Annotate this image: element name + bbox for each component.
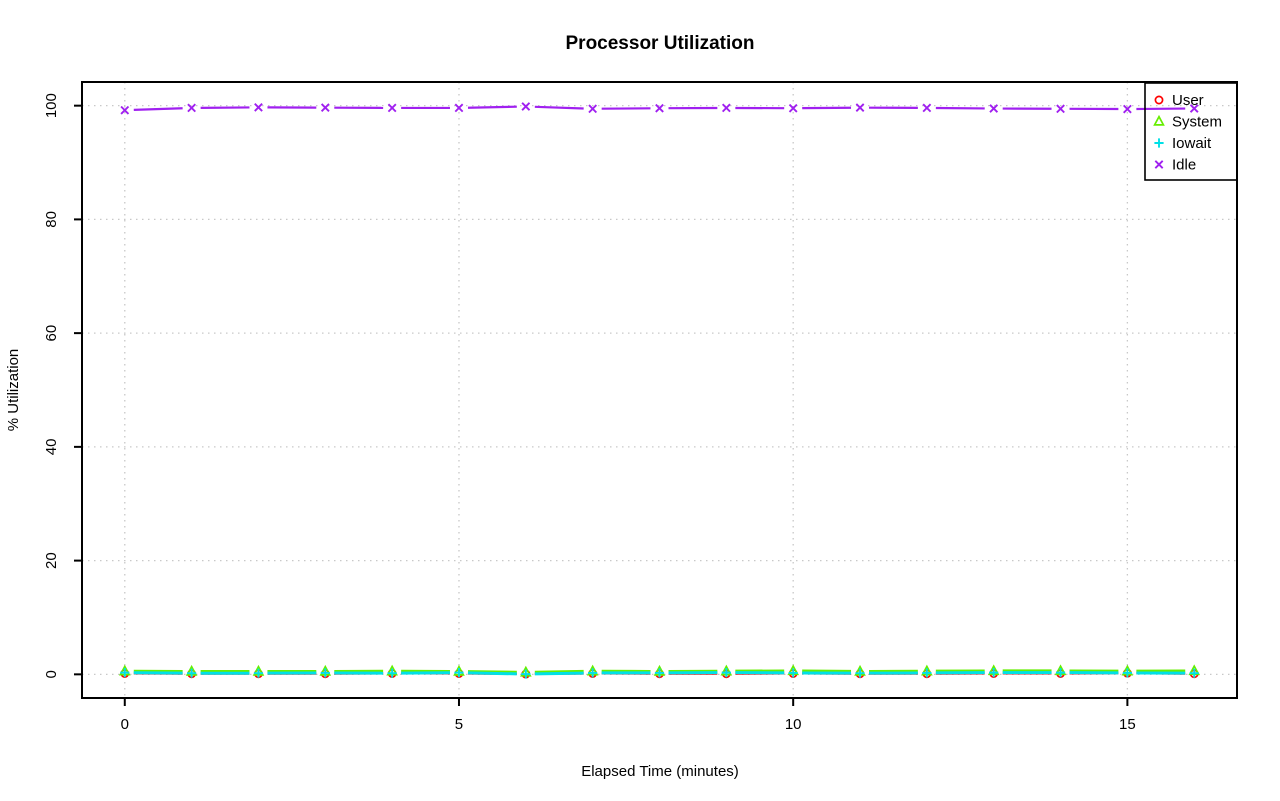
- y-tick-label: 60: [43, 325, 60, 342]
- x-tick-label: 10: [785, 716, 802, 733]
- iowait-marker-plus: [788, 668, 798, 678]
- x-tick-label: 15: [1119, 716, 1136, 733]
- legend-label-user: User: [1172, 92, 1204, 109]
- y-tick-label: 100: [43, 93, 60, 118]
- x-axis-label: Elapsed Time (minutes): [581, 763, 739, 780]
- x-tick-label: 5: [455, 716, 463, 733]
- iowait-marker-plus: [1189, 668, 1199, 678]
- y-axis-label: % Utilization: [5, 349, 22, 432]
- y-tick-label: 80: [43, 211, 60, 228]
- iowait-marker-plus: [855, 668, 865, 678]
- iowait-line-segment: [467, 671, 517, 676]
- idle-marker-x: [721, 103, 731, 113]
- legend-item-system: System: [1153, 114, 1222, 131]
- legend-label-system: System: [1172, 114, 1222, 131]
- idle-marker-x: [521, 102, 531, 111]
- iowait-marker-plus: [1154, 138, 1164, 148]
- series-idle: [120, 102, 1199, 115]
- plot-border: [81, 81, 1238, 699]
- y-tick-label: 40: [43, 439, 60, 456]
- idle-marker-x: [254, 102, 263, 112]
- iowait-marker-plus: [989, 668, 999, 678]
- y-tick-label: 0: [43, 670, 60, 678]
- user-marker-circle: [1154, 95, 1164, 105]
- idle-marker-x: [788, 103, 798, 113]
- iowait-marker-plus: [721, 668, 731, 678]
- y-tick-label: 20: [43, 552, 60, 569]
- idle-marker-x: [855, 103, 865, 113]
- iowait-marker-plus: [1055, 668, 1066, 678]
- iowait-marker-plus: [588, 668, 598, 678]
- axes: 0 5 10 15 0 20 40 60 80 100: [43, 93, 1136, 733]
- iowait-marker-plus: [320, 668, 330, 678]
- iowait-marker-plus: [1122, 668, 1132, 678]
- idle-marker-x: [588, 104, 598, 114]
- legend-box: User System Iowait Idle: [1144, 82, 1238, 181]
- idle-marker-x: [1154, 160, 1164, 169]
- system-marker-triangle: [1153, 114, 1165, 126]
- idle-marker-x: [320, 103, 330, 113]
- idle-marker-x: [1056, 104, 1065, 114]
- legend-item-idle: Idle: [1154, 157, 1196, 174]
- idle-marker-x: [655, 103, 664, 113]
- idle-marker-x: [1123, 104, 1132, 114]
- idle-line-segment: [467, 105, 517, 109]
- series-iowait: [120, 668, 1199, 679]
- idle-marker-x: [1189, 104, 1199, 113]
- iowait-marker-plus: [120, 668, 130, 678]
- iowait-marker-plus: [521, 669, 531, 679]
- idle-marker-x: [989, 104, 999, 113]
- idle-line-segment: [133, 107, 183, 112]
- legend-label-idle: Idle: [1172, 157, 1196, 174]
- legend-item-iowait: Iowait: [1154, 135, 1212, 152]
- iowait-marker-plus: [454, 668, 464, 678]
- x-tick-label: 0: [121, 716, 129, 733]
- idle-marker-x: [187, 103, 196, 113]
- iowait-marker-plus: [387, 668, 397, 678]
- iowait-marker-plus: [922, 668, 932, 678]
- iowait-marker-plus: [654, 668, 665, 678]
- iowait-line-segment: [534, 671, 584, 676]
- iowait-marker-plus: [187, 668, 197, 678]
- idle-marker-x: [454, 103, 464, 113]
- idle-marker-x: [922, 103, 932, 113]
- gridlines: [82, 82, 1237, 698]
- data-series: [118, 102, 1201, 679]
- chart-title: Processor Utilization: [566, 33, 755, 54]
- iowait-marker-plus: [253, 668, 264, 678]
- idle-marker-x: [387, 103, 397, 113]
- legend-label-iowait: Iowait: [1172, 135, 1212, 152]
- legend-item-user: User: [1154, 92, 1204, 109]
- legend-border: [1144, 82, 1238, 181]
- system-line-segment: [534, 669, 584, 674]
- idle-marker-x: [120, 105, 130, 115]
- idle-line-segment: [534, 105, 584, 110]
